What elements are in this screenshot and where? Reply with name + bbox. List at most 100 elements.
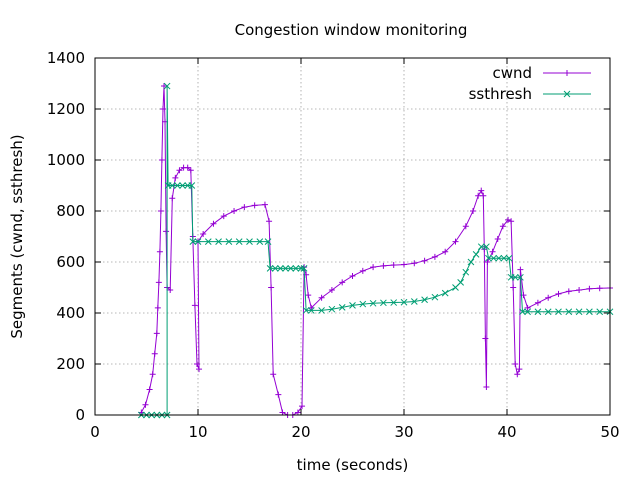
data-point	[596, 285, 603, 292]
data-point	[299, 403, 306, 410]
data-point	[477, 243, 485, 251]
y-tick-label: 400	[56, 304, 85, 322]
data-point	[241, 204, 248, 211]
data-point	[158, 157, 165, 163]
data-point	[478, 187, 485, 194]
chart-title: Congestion window monitoring	[235, 21, 468, 39]
y-tick-label: 1000	[47, 151, 85, 169]
data-point	[480, 192, 487, 199]
data-point	[210, 220, 217, 227]
data-point	[142, 401, 149, 408]
data-point	[544, 308, 552, 316]
data-point	[555, 308, 562, 316]
data-point	[505, 216, 512, 223]
data-point	[369, 299, 377, 307]
y-tick-label: 1200	[47, 100, 85, 118]
grid	[95, 58, 610, 415]
data-point	[475, 192, 482, 199]
data-point	[400, 298, 408, 306]
y-axis-title: Segments (cwnd, ssthresh)	[8, 134, 26, 338]
data-point	[359, 267, 366, 274]
data-point	[196, 366, 203, 373]
x-axis-title: time (seconds)	[297, 456, 409, 474]
data-point	[339, 279, 346, 286]
y-tick-label: 600	[56, 253, 85, 271]
data-point	[146, 386, 153, 393]
data-point	[489, 248, 496, 255]
y-tick-label: 0	[75, 406, 85, 424]
data-point	[149, 371, 156, 378]
data-point	[359, 300, 367, 308]
x-tick-label: 0	[90, 423, 100, 441]
legend: cwnd ssthresh	[469, 64, 591, 103]
data-point	[494, 236, 501, 243]
data-point	[596, 308, 604, 316]
axis-ticks: 0 10 20 30 40 50 0 200 400 600 800 1000 1200 1400	[47, 49, 620, 441]
data-point	[545, 294, 552, 301]
legend-label-cwnd: cwnd	[492, 64, 532, 82]
x-tick-label: 50	[600, 423, 619, 441]
data-point	[499, 223, 506, 230]
data-point	[163, 82, 171, 90]
data-point	[482, 335, 489, 342]
data-point	[370, 264, 377, 271]
data-point	[282, 265, 289, 272]
data-point	[490, 254, 497, 262]
data-point	[421, 296, 428, 304]
data-point	[500, 254, 508, 262]
data-point	[517, 273, 524, 281]
data-point	[586, 285, 593, 292]
x-tick-label: 30	[394, 423, 413, 441]
data-point	[505, 254, 513, 262]
data-point	[514, 371, 521, 378]
data-point	[452, 284, 459, 291]
data-point	[176, 167, 183, 174]
data-point	[193, 361, 200, 367]
data-point	[349, 273, 356, 280]
data-point	[510, 284, 517, 291]
data-point	[302, 307, 310, 314]
y-tick-label: 800	[56, 202, 85, 220]
data-point	[338, 304, 346, 311]
series-cwnd	[138, 83, 613, 418]
data-point	[410, 298, 418, 305]
data-point	[524, 308, 531, 316]
data-point	[235, 238, 243, 245]
x-tick-label: 10	[188, 423, 207, 441]
data-point	[270, 371, 277, 378]
data-point	[576, 287, 583, 294]
data-point	[172, 174, 179, 181]
data-point	[305, 292, 312, 299]
data-point	[256, 238, 264, 245]
data-point	[153, 330, 160, 337]
data-point	[421, 257, 428, 264]
data-point	[168, 182, 176, 189]
data-point	[534, 299, 541, 306]
data-point	[246, 238, 253, 245]
data-point	[294, 409, 301, 416]
data-point	[555, 290, 562, 297]
data-point	[264, 238, 272, 245]
data-point	[565, 288, 572, 295]
data-point	[511, 273, 519, 281]
x-tick-label: 40	[497, 423, 516, 441]
data-point	[266, 265, 274, 272]
data-point	[586, 308, 593, 316]
data-point	[401, 261, 407, 268]
data-point	[215, 238, 222, 245]
plot-area	[137, 82, 614, 419]
data-point	[189, 238, 197, 245]
data-point	[519, 308, 526, 316]
data-point	[169, 195, 176, 202]
data-point	[462, 268, 470, 276]
data-point	[307, 307, 315, 314]
data-point	[524, 304, 531, 311]
data-point	[483, 243, 490, 251]
data-point	[390, 262, 397, 269]
data-point	[292, 265, 300, 272]
data-point	[318, 307, 325, 314]
data-point	[517, 266, 524, 273]
data-point	[457, 279, 465, 286]
data-point	[184, 164, 191, 171]
